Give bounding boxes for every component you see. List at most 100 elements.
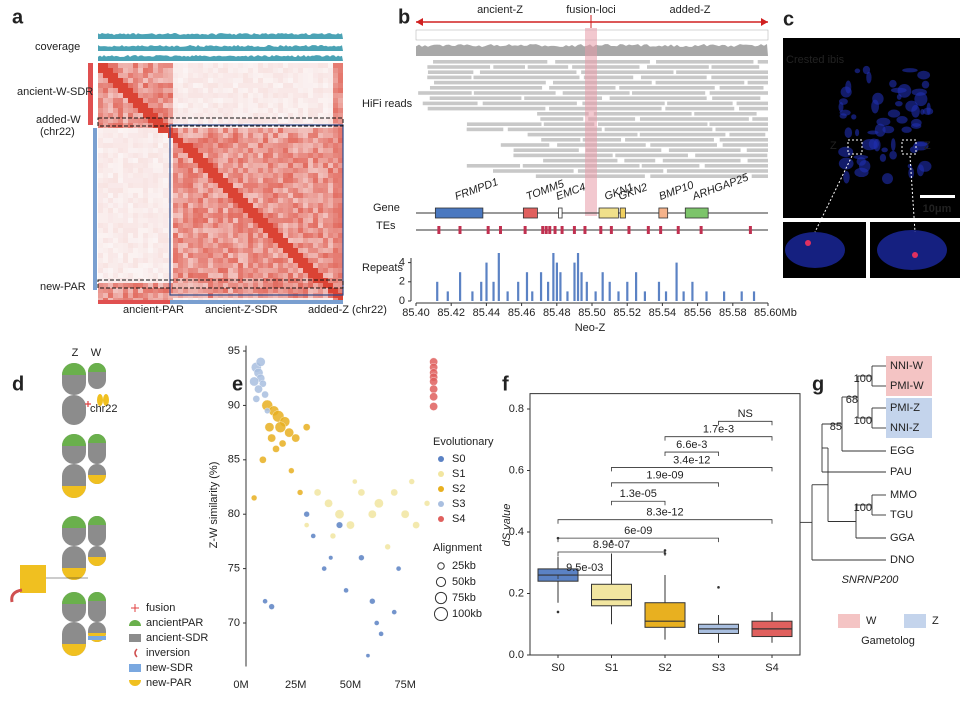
heatmap-cell xyxy=(133,203,138,208)
heatmap-cell xyxy=(258,163,263,168)
heatmap-cell xyxy=(128,263,133,268)
heatmap-cell xyxy=(328,133,333,138)
heatmap-cell xyxy=(318,238,323,243)
x-tick-label: 85.42 xyxy=(437,307,465,319)
heatmap-cell xyxy=(238,278,243,283)
heatmap-cell xyxy=(133,273,138,278)
heatmap-cell xyxy=(333,103,338,108)
heatmap-cell xyxy=(263,278,268,283)
heatmap-cell xyxy=(263,288,268,293)
heatmap-cell xyxy=(143,63,148,68)
heatmap-cell xyxy=(288,73,293,78)
heatmap-cell xyxy=(178,273,183,278)
heatmap-cell xyxy=(218,263,223,268)
heatmap-cell xyxy=(123,258,128,263)
heatmap-cell xyxy=(153,213,158,218)
heatmap-cell xyxy=(248,223,253,228)
heatmap-cell xyxy=(173,228,178,233)
heatmap-cell xyxy=(98,218,103,223)
heatmap-cell xyxy=(108,68,113,73)
heatmap-cell xyxy=(278,228,283,233)
heatmap-cell xyxy=(103,128,108,133)
heatmap-cell xyxy=(108,293,113,298)
heatmap-cell xyxy=(248,133,253,138)
heatmap-cell xyxy=(268,203,273,208)
heatmap-cell xyxy=(283,138,288,143)
heatmap-cell xyxy=(133,228,138,233)
heatmap-cell xyxy=(118,213,123,218)
point xyxy=(408,478,415,485)
heatmap-cell xyxy=(148,213,153,218)
heatmap-cell xyxy=(273,163,278,168)
fusion-band xyxy=(585,28,597,216)
heatmap-cell xyxy=(173,258,178,263)
legend-swatch xyxy=(838,614,860,628)
heatmap-cell xyxy=(148,133,153,138)
heatmap-cell xyxy=(298,198,303,203)
heatmap-cell xyxy=(333,193,338,198)
heatmap-cell xyxy=(153,138,158,143)
heatmap-cell xyxy=(338,93,343,98)
heatmap-cell xyxy=(143,163,148,168)
heatmap-cell xyxy=(118,243,123,248)
heatmap-cell xyxy=(203,113,208,118)
heatmap-cell xyxy=(178,178,183,183)
heatmap-cell xyxy=(108,213,113,218)
heatmap-cell xyxy=(183,118,188,123)
heatmap-cell xyxy=(248,103,253,108)
heatmap-cell xyxy=(288,93,293,98)
point xyxy=(429,384,438,394)
heatmap-cell xyxy=(203,118,208,123)
heatmap-cell xyxy=(198,193,203,198)
heatmap-cell xyxy=(198,78,203,83)
heatmap-cell xyxy=(253,153,258,158)
heatmap-cell xyxy=(108,188,113,193)
heatmap-cell xyxy=(268,183,273,188)
heatmap-cell xyxy=(183,233,188,238)
heatmap-cell xyxy=(273,88,278,93)
hifi-read xyxy=(650,174,747,178)
heatmap-cell xyxy=(283,158,288,163)
heatmap-cell xyxy=(108,228,113,233)
heatmap-cell xyxy=(323,118,328,123)
heatmap-cell xyxy=(208,138,213,143)
heatmap-cell xyxy=(208,283,213,288)
heatmap-cell xyxy=(183,238,188,243)
heatmap-cell xyxy=(103,98,108,103)
heatmap-cell xyxy=(108,128,113,133)
heatmap-cell xyxy=(103,93,108,98)
heatmap-cell xyxy=(238,133,243,138)
x-tick-label: 85.58 xyxy=(719,307,747,319)
heatmap-cell xyxy=(203,263,208,268)
heatmap-cell xyxy=(148,168,153,173)
heatmap-cell xyxy=(103,103,108,108)
heatmap-cell xyxy=(203,98,208,103)
point xyxy=(378,631,384,637)
heatmap-cell xyxy=(178,183,183,188)
heatmap-cell xyxy=(213,258,218,263)
heatmap-cell xyxy=(158,233,163,238)
heatmap-cell xyxy=(283,223,288,228)
heatmap-cell xyxy=(98,163,103,168)
heatmap-cell xyxy=(308,258,313,263)
heatmap-cell xyxy=(158,188,163,193)
legend-label: S3 xyxy=(452,498,465,510)
heatmap-cell xyxy=(143,113,148,118)
point xyxy=(429,377,438,386)
heatmap-cell xyxy=(233,188,238,193)
heatmap-cell xyxy=(108,108,113,113)
repeat-bar xyxy=(506,291,509,301)
heatmap-cell xyxy=(188,163,193,168)
heatmap-cell xyxy=(203,233,208,238)
heatmap-cell xyxy=(313,243,318,248)
heatmap-cell xyxy=(233,233,238,238)
heatmap-cell xyxy=(283,73,288,78)
heatmap-cell xyxy=(228,288,233,293)
chromosome xyxy=(911,88,927,96)
x-tick-label: 85.60Mb xyxy=(754,307,797,319)
heatmap-cell xyxy=(288,243,293,248)
heatmap-cell xyxy=(193,273,198,278)
heatmap-cell xyxy=(233,118,238,123)
heatmap-cell xyxy=(183,208,188,213)
heatmap-cell xyxy=(248,233,253,238)
